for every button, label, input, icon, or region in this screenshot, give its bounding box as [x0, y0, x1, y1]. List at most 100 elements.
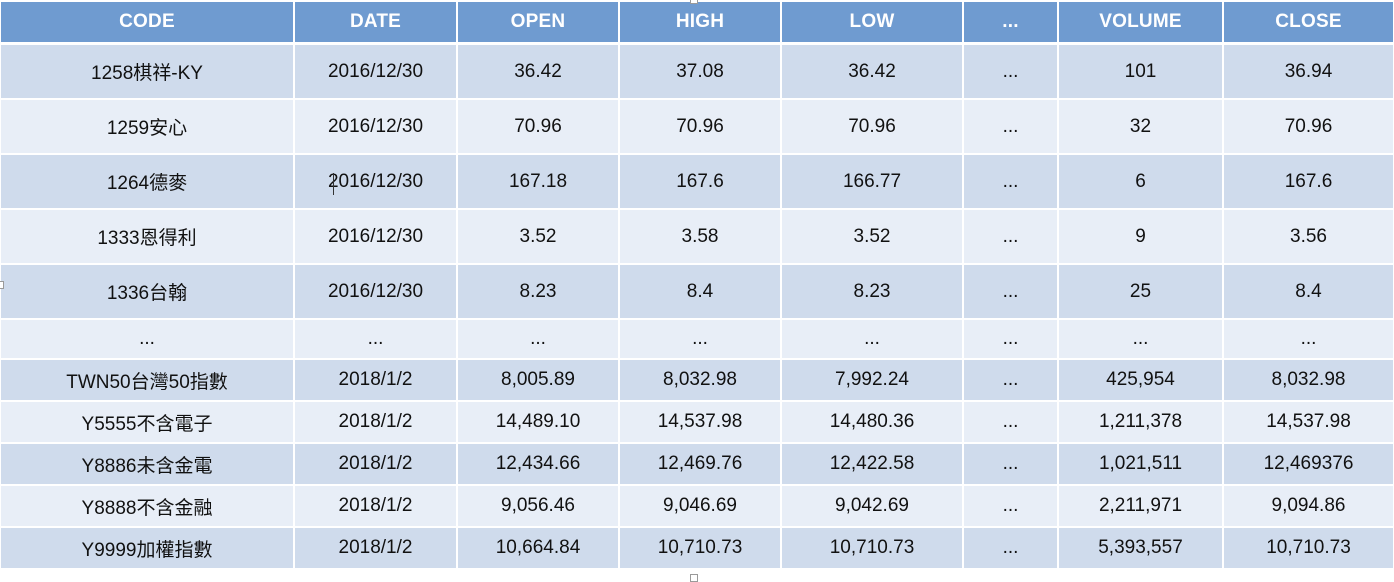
cell-open[interactable]: 8.23 — [457, 264, 620, 320]
cell-code[interactable]: Y9999加權指數 — [1, 527, 295, 570]
cell-ellipsis[interactable]: ... — [963, 154, 1059, 210]
header-ellipsis[interactable]: ... — [963, 2, 1059, 45]
cell-volume[interactable]: 9 — [1058, 209, 1224, 265]
cell-close[interactable]: 8.4 — [1223, 264, 1393, 320]
cell-close[interactable]: 70.96 — [1223, 99, 1393, 155]
cell-close[interactable]: 12,469376 — [1223, 443, 1393, 486]
cell-open[interactable]: 70.96 — [457, 99, 620, 155]
cell-ellipsis[interactable]: ... — [963, 209, 1059, 265]
cell-low[interactable]: 3.52 — [781, 209, 964, 265]
cell-date[interactable]: 2018/1/2 — [294, 485, 458, 528]
cell-open[interactable]: 167.18 — [457, 154, 620, 210]
cell-code[interactable]: 1333恩得利 — [1, 209, 295, 265]
cell-low[interactable]: 7,992.24 — [781, 359, 964, 402]
cell-date[interactable]: 2018/1/2 — [294, 527, 458, 570]
cell-open[interactable]: 10,664.84 — [457, 527, 620, 570]
cell-close[interactable]: 14,537.98 — [1223, 401, 1393, 444]
cell-code[interactable]: Y8888不含金融 — [1, 485, 295, 528]
cell-volume[interactable]: 1,021,511 — [1058, 443, 1224, 486]
cell-date[interactable]: 2016/12/30 — [294, 264, 458, 320]
cell-open[interactable]: 3.52 — [457, 209, 620, 265]
cell-ellipsis[interactable]: ... — [963, 485, 1059, 528]
header-low[interactable]: LOW — [781, 2, 964, 45]
cell-high[interactable]: 8,032.98 — [619, 359, 782, 402]
stock-data-table[interactable]: CODE DATE OPEN HIGH LOW ... VOLUME CLOSE… — [1, 2, 1393, 570]
header-high[interactable]: HIGH — [619, 2, 782, 45]
cell-volume[interactable]: 25 — [1058, 264, 1224, 320]
cell-open[interactable]: 8,005.89 — [457, 359, 620, 402]
cell-volume[interactable]: 5,393,557 — [1058, 527, 1224, 570]
cell-code[interactable]: 1264德麥 — [1, 154, 295, 210]
cell-date[interactable]: 2018/1/2 — [294, 443, 458, 486]
cell-open[interactable]: 12,434.66 — [457, 443, 620, 486]
cell-ellipsis[interactable]: ... — [963, 43, 1059, 100]
header-volume[interactable]: VOLUME — [1058, 2, 1224, 45]
cell-ellipsis[interactable]: ... — [963, 359, 1059, 402]
cell-open[interactable]: 36.42 — [457, 43, 620, 100]
cell-high[interactable]: 70.96 — [619, 99, 782, 155]
cell-date[interactable]: 2016/12/30 — [294, 154, 458, 210]
cell-ellipsis[interactable]: ... — [963, 527, 1059, 570]
cell-close[interactable]: 36.94 — [1223, 43, 1393, 100]
header-open[interactable]: OPEN — [457, 2, 620, 45]
cell-low[interactable]: 36.42 — [781, 43, 964, 100]
cell-low[interactable]: 166.77 — [781, 154, 964, 210]
resize-handle-bottom[interactable] — [690, 574, 698, 582]
cell-close[interactable]: 8,032.98 — [1223, 359, 1393, 402]
header-date[interactable]: DATE — [294, 2, 458, 45]
cell-close[interactable]: 9,094.86 — [1223, 485, 1393, 528]
cell-close[interactable]: 167.6 — [1223, 154, 1393, 210]
cell-date[interactable]: 2016/12/30 — [294, 209, 458, 265]
cell-high[interactable]: 12,469.76 — [619, 443, 782, 486]
cell-low[interactable]: 70.96 — [781, 99, 964, 155]
cell-code[interactable]: TWN50台灣50指數 — [1, 359, 295, 402]
cell-date[interactable]: ... — [294, 319, 458, 360]
cell-ellipsis[interactable]: ... — [963, 99, 1059, 155]
cell-code[interactable]: 1259安心 — [1, 99, 295, 155]
cell-ellipsis[interactable]: ... — [963, 401, 1059, 444]
cell-ellipsis[interactable]: ... — [963, 443, 1059, 486]
cell-date[interactable]: 2016/12/30 — [294, 99, 458, 155]
cell-low[interactable]: 10,710.73 — [781, 527, 964, 570]
cell-code[interactable]: ... — [1, 319, 295, 360]
cell-high[interactable]: 9,046.69 — [619, 485, 782, 528]
cell-low[interactable]: 8.23 — [781, 264, 964, 320]
cell-date[interactable]: 2018/1/2 — [294, 359, 458, 402]
cell-date[interactable]: 2016/12/30 — [294, 43, 458, 100]
cell-code[interactable]: 1336台翰 — [1, 264, 295, 320]
resize-handle-top[interactable] — [690, 0, 698, 4]
cell-volume[interactable]: 32 — [1058, 99, 1224, 155]
cell-high[interactable]: 3.58 — [619, 209, 782, 265]
cell-ellipsis[interactable]: ... — [963, 264, 1059, 320]
cell-volume[interactable]: 101 — [1058, 43, 1224, 100]
cell-low[interactable]: ... — [781, 319, 964, 360]
cell-volume[interactable]: 2,211,971 — [1058, 485, 1224, 528]
cell-close[interactable]: 10,710.73 — [1223, 527, 1393, 570]
cell-ellipsis[interactable]: ... — [963, 319, 1059, 360]
cell-volume[interactable]: 425,954 — [1058, 359, 1224, 402]
header-code[interactable]: CODE — [1, 2, 295, 45]
cell-close[interactable]: ... — [1223, 319, 1393, 360]
cell-volume[interactable]: 1,211,378 — [1058, 401, 1224, 444]
cell-low[interactable]: 9,042.69 — [781, 485, 964, 528]
cell-high[interactable]: ... — [619, 319, 782, 360]
cell-high[interactable]: 167.6 — [619, 154, 782, 210]
resize-handle-left[interactable] — [0, 281, 4, 289]
cell-code[interactable]: 1258棋祥-KY — [1, 43, 295, 100]
cell-open[interactable]: ... — [457, 319, 620, 360]
cell-high[interactable]: 10,710.73 — [619, 527, 782, 570]
cell-volume[interactable]: ... — [1058, 319, 1224, 360]
cell-date[interactable]: 2018/1/2 — [294, 401, 458, 444]
cell-close[interactable]: 3.56 — [1223, 209, 1393, 265]
cell-low[interactable]: 12,422.58 — [781, 443, 964, 486]
cell-open[interactable]: 14,489.10 — [457, 401, 620, 444]
cell-code[interactable]: Y5555不含電子 — [1, 401, 295, 444]
cell-high[interactable]: 14,537.98 — [619, 401, 782, 444]
cell-high[interactable]: 37.08 — [619, 43, 782, 100]
header-close[interactable]: CLOSE — [1223, 2, 1393, 45]
cell-code[interactable]: Y8886未含金電 — [1, 443, 295, 486]
cell-open[interactable]: 9,056.46 — [457, 485, 620, 528]
cell-low[interactable]: 14,480.36 — [781, 401, 964, 444]
cell-volume[interactable]: 6 — [1058, 154, 1224, 210]
